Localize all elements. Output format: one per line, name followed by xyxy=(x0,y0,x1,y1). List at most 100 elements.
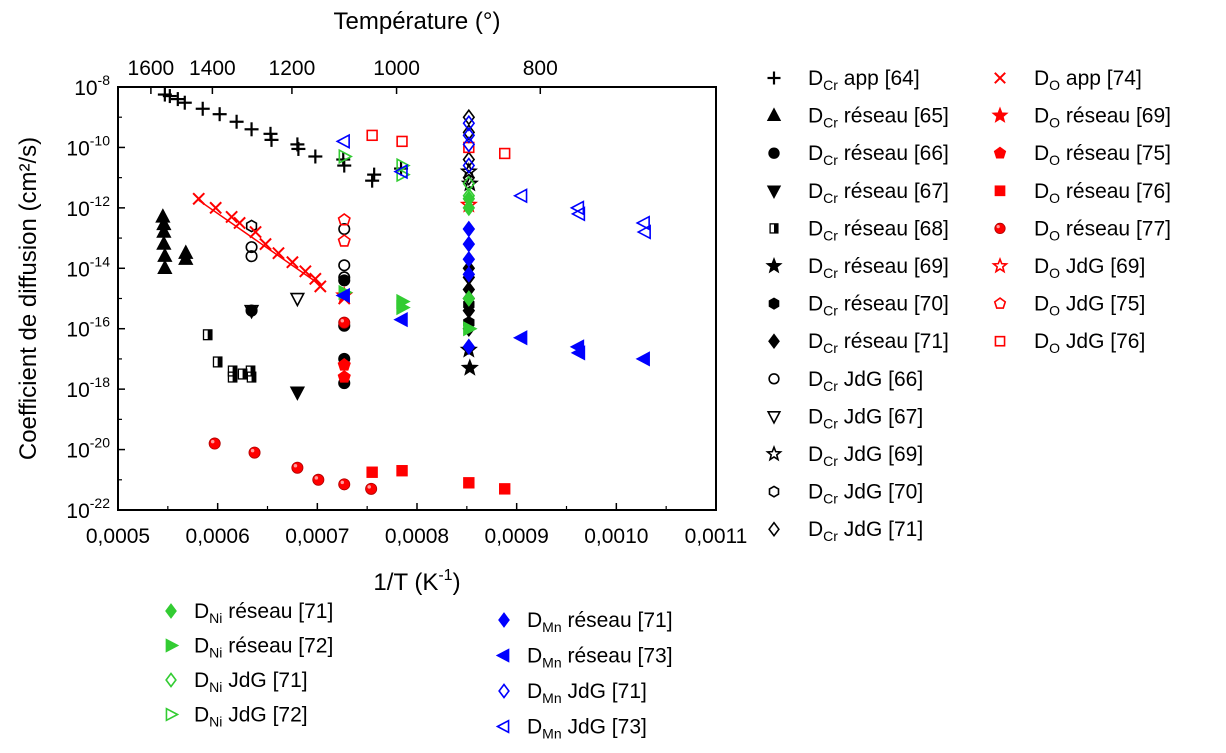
data-point xyxy=(459,162,478,180)
legend-label: DCr JdG [69] xyxy=(808,443,923,469)
data-point xyxy=(366,466,378,478)
data-point xyxy=(335,287,350,304)
legend-item: DO app [74] xyxy=(994,67,1142,93)
data-point xyxy=(212,356,223,368)
legend-label: DNi JdG [72] xyxy=(194,704,308,730)
legend-item: DCr réseau [71] xyxy=(768,330,949,356)
data-point xyxy=(312,473,325,486)
data-point xyxy=(338,148,353,165)
series-d-cr-r-seau-65- xyxy=(155,208,194,274)
series-d-o-jdg-76- xyxy=(366,129,511,160)
data-point xyxy=(512,188,528,204)
data-point xyxy=(396,135,408,148)
legend-marker xyxy=(768,373,780,385)
data-point xyxy=(237,368,248,380)
legend-label: DO réseau [76] xyxy=(1034,180,1171,206)
x-tick-label: 0,0005 xyxy=(86,525,150,548)
legend-marker xyxy=(498,683,510,699)
series-d-cr-r-seau-66- xyxy=(245,274,351,390)
data-point xyxy=(499,147,511,160)
series-d-mn-r-seau-73- xyxy=(335,287,650,367)
trend-line xyxy=(198,199,321,286)
legend-label: DNi réseau [72] xyxy=(194,635,333,661)
y-tick-label: 10-22 xyxy=(66,495,110,523)
legend-marker xyxy=(165,707,180,722)
data-point xyxy=(462,114,476,132)
data-point xyxy=(243,304,260,320)
data-point xyxy=(635,351,650,367)
series-d-cr-jdg-71- xyxy=(462,108,476,186)
legend-item: DCr JdG [66] xyxy=(768,368,923,394)
data-point xyxy=(462,157,476,174)
data-point xyxy=(227,371,238,383)
legend-item: DCr réseau [67] xyxy=(766,180,949,206)
data-point xyxy=(462,302,476,319)
data-point xyxy=(289,386,306,401)
legend-label: DCr réseau [70] xyxy=(808,293,949,319)
data-point xyxy=(337,370,351,383)
legend-item: DNi JdG [71] xyxy=(165,669,308,695)
legend-marker xyxy=(768,147,780,159)
y-tick-label: 10-10 xyxy=(66,132,110,160)
series-d-ni-jdg-72- xyxy=(338,148,411,183)
legend-label: DNi réseau [71] xyxy=(194,600,333,626)
series-d-cr-app-64- xyxy=(157,87,409,188)
series-d-cr-jdg-66- xyxy=(245,222,351,284)
data-point xyxy=(636,224,651,240)
legend-item: DO réseau [69] xyxy=(991,105,1171,131)
data-point xyxy=(367,167,382,182)
axes: 0,0005 0,0006 0,0007 0,0008 0,0009 0,0010 0,00… xyxy=(15,8,747,596)
data-point xyxy=(462,175,476,193)
data-point xyxy=(366,129,378,142)
legend-marker xyxy=(495,719,510,734)
data-point xyxy=(393,312,408,328)
data-point xyxy=(337,234,351,247)
legend-marker xyxy=(991,106,1009,123)
legend: DCr app [64] DCr réseau [65] DCr réseau [6… xyxy=(165,67,1171,742)
data-point xyxy=(462,123,476,141)
legend-label: DCr réseau [71] xyxy=(808,330,949,356)
legend-label: DCr réseau [69] xyxy=(808,255,949,281)
legend-item: DO réseau [75] xyxy=(993,142,1171,168)
data-point xyxy=(245,250,258,263)
data-point xyxy=(396,157,411,174)
data-point xyxy=(259,237,272,251)
y-tick-label: 10-20 xyxy=(66,435,110,463)
data-point xyxy=(335,133,350,150)
data-point xyxy=(463,321,478,337)
legend-item: DMn JdG [71] xyxy=(498,680,647,706)
legend-marker xyxy=(165,638,180,653)
legend-label: DMn réseau [71] xyxy=(527,609,673,635)
x-tick-label: 0,0008 xyxy=(385,525,449,548)
legend-marker xyxy=(768,297,780,310)
legend-marker xyxy=(766,411,782,425)
legend-marker xyxy=(768,521,780,538)
data-point xyxy=(245,219,258,233)
legend-marker xyxy=(994,222,1006,234)
legend-marker xyxy=(165,672,177,688)
data-point xyxy=(177,95,192,110)
legend-label: DCr JdG [66] xyxy=(808,368,923,394)
top-tick-label: 1000 xyxy=(373,57,420,80)
legend-item: DNi réseau [71] xyxy=(165,600,333,626)
data-point xyxy=(499,483,511,495)
legend-item: DO JdG [75] xyxy=(993,293,1145,319)
data-point xyxy=(162,89,177,104)
data-point xyxy=(338,478,351,491)
data-point xyxy=(462,235,476,253)
legend-marker xyxy=(991,256,1009,274)
data-point xyxy=(202,329,213,341)
data-point xyxy=(309,272,322,286)
data-point xyxy=(460,358,479,376)
series-d-cr-jdg-67- xyxy=(243,292,306,320)
y-tick-label: 10-14 xyxy=(66,253,110,281)
data-point xyxy=(570,345,586,361)
data-point xyxy=(156,235,172,250)
legend-item: DMn JdG [73] xyxy=(495,716,647,742)
plot-frame xyxy=(117,86,717,511)
legend-marker xyxy=(495,648,510,663)
data-point xyxy=(244,122,259,137)
data-point xyxy=(396,465,408,477)
legend-item: DCr JdG [67] xyxy=(766,405,923,431)
legend-marker xyxy=(993,146,1007,159)
